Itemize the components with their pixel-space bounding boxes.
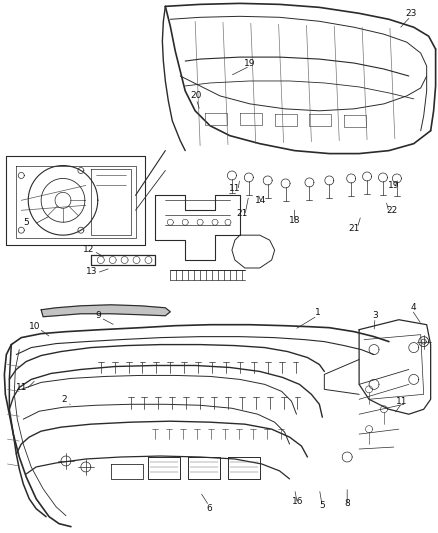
Text: 20: 20	[191, 91, 202, 100]
Text: 10: 10	[29, 322, 41, 331]
Text: 16: 16	[292, 497, 303, 506]
Text: 12: 12	[83, 245, 95, 254]
Text: 6: 6	[206, 504, 212, 513]
Text: 13: 13	[86, 268, 98, 277]
Text: 4: 4	[411, 303, 417, 312]
Text: 1: 1	[314, 308, 320, 317]
Text: 19: 19	[388, 181, 399, 190]
Text: 5: 5	[23, 218, 29, 227]
Text: 14: 14	[255, 196, 266, 205]
Text: 18: 18	[289, 216, 300, 225]
Text: 11: 11	[229, 184, 240, 193]
Text: 2: 2	[61, 395, 67, 404]
Text: 9: 9	[95, 311, 101, 320]
Text: 5: 5	[319, 501, 325, 510]
Text: 21: 21	[349, 224, 360, 233]
Text: 3: 3	[372, 311, 378, 320]
Text: 8: 8	[344, 499, 350, 508]
Text: 21: 21	[236, 209, 247, 218]
Text: 11: 11	[396, 397, 408, 406]
Text: 19: 19	[244, 59, 255, 68]
Polygon shape	[41, 305, 170, 317]
Text: 23: 23	[405, 9, 417, 18]
Text: 22: 22	[386, 206, 398, 215]
Text: 11: 11	[15, 383, 27, 392]
